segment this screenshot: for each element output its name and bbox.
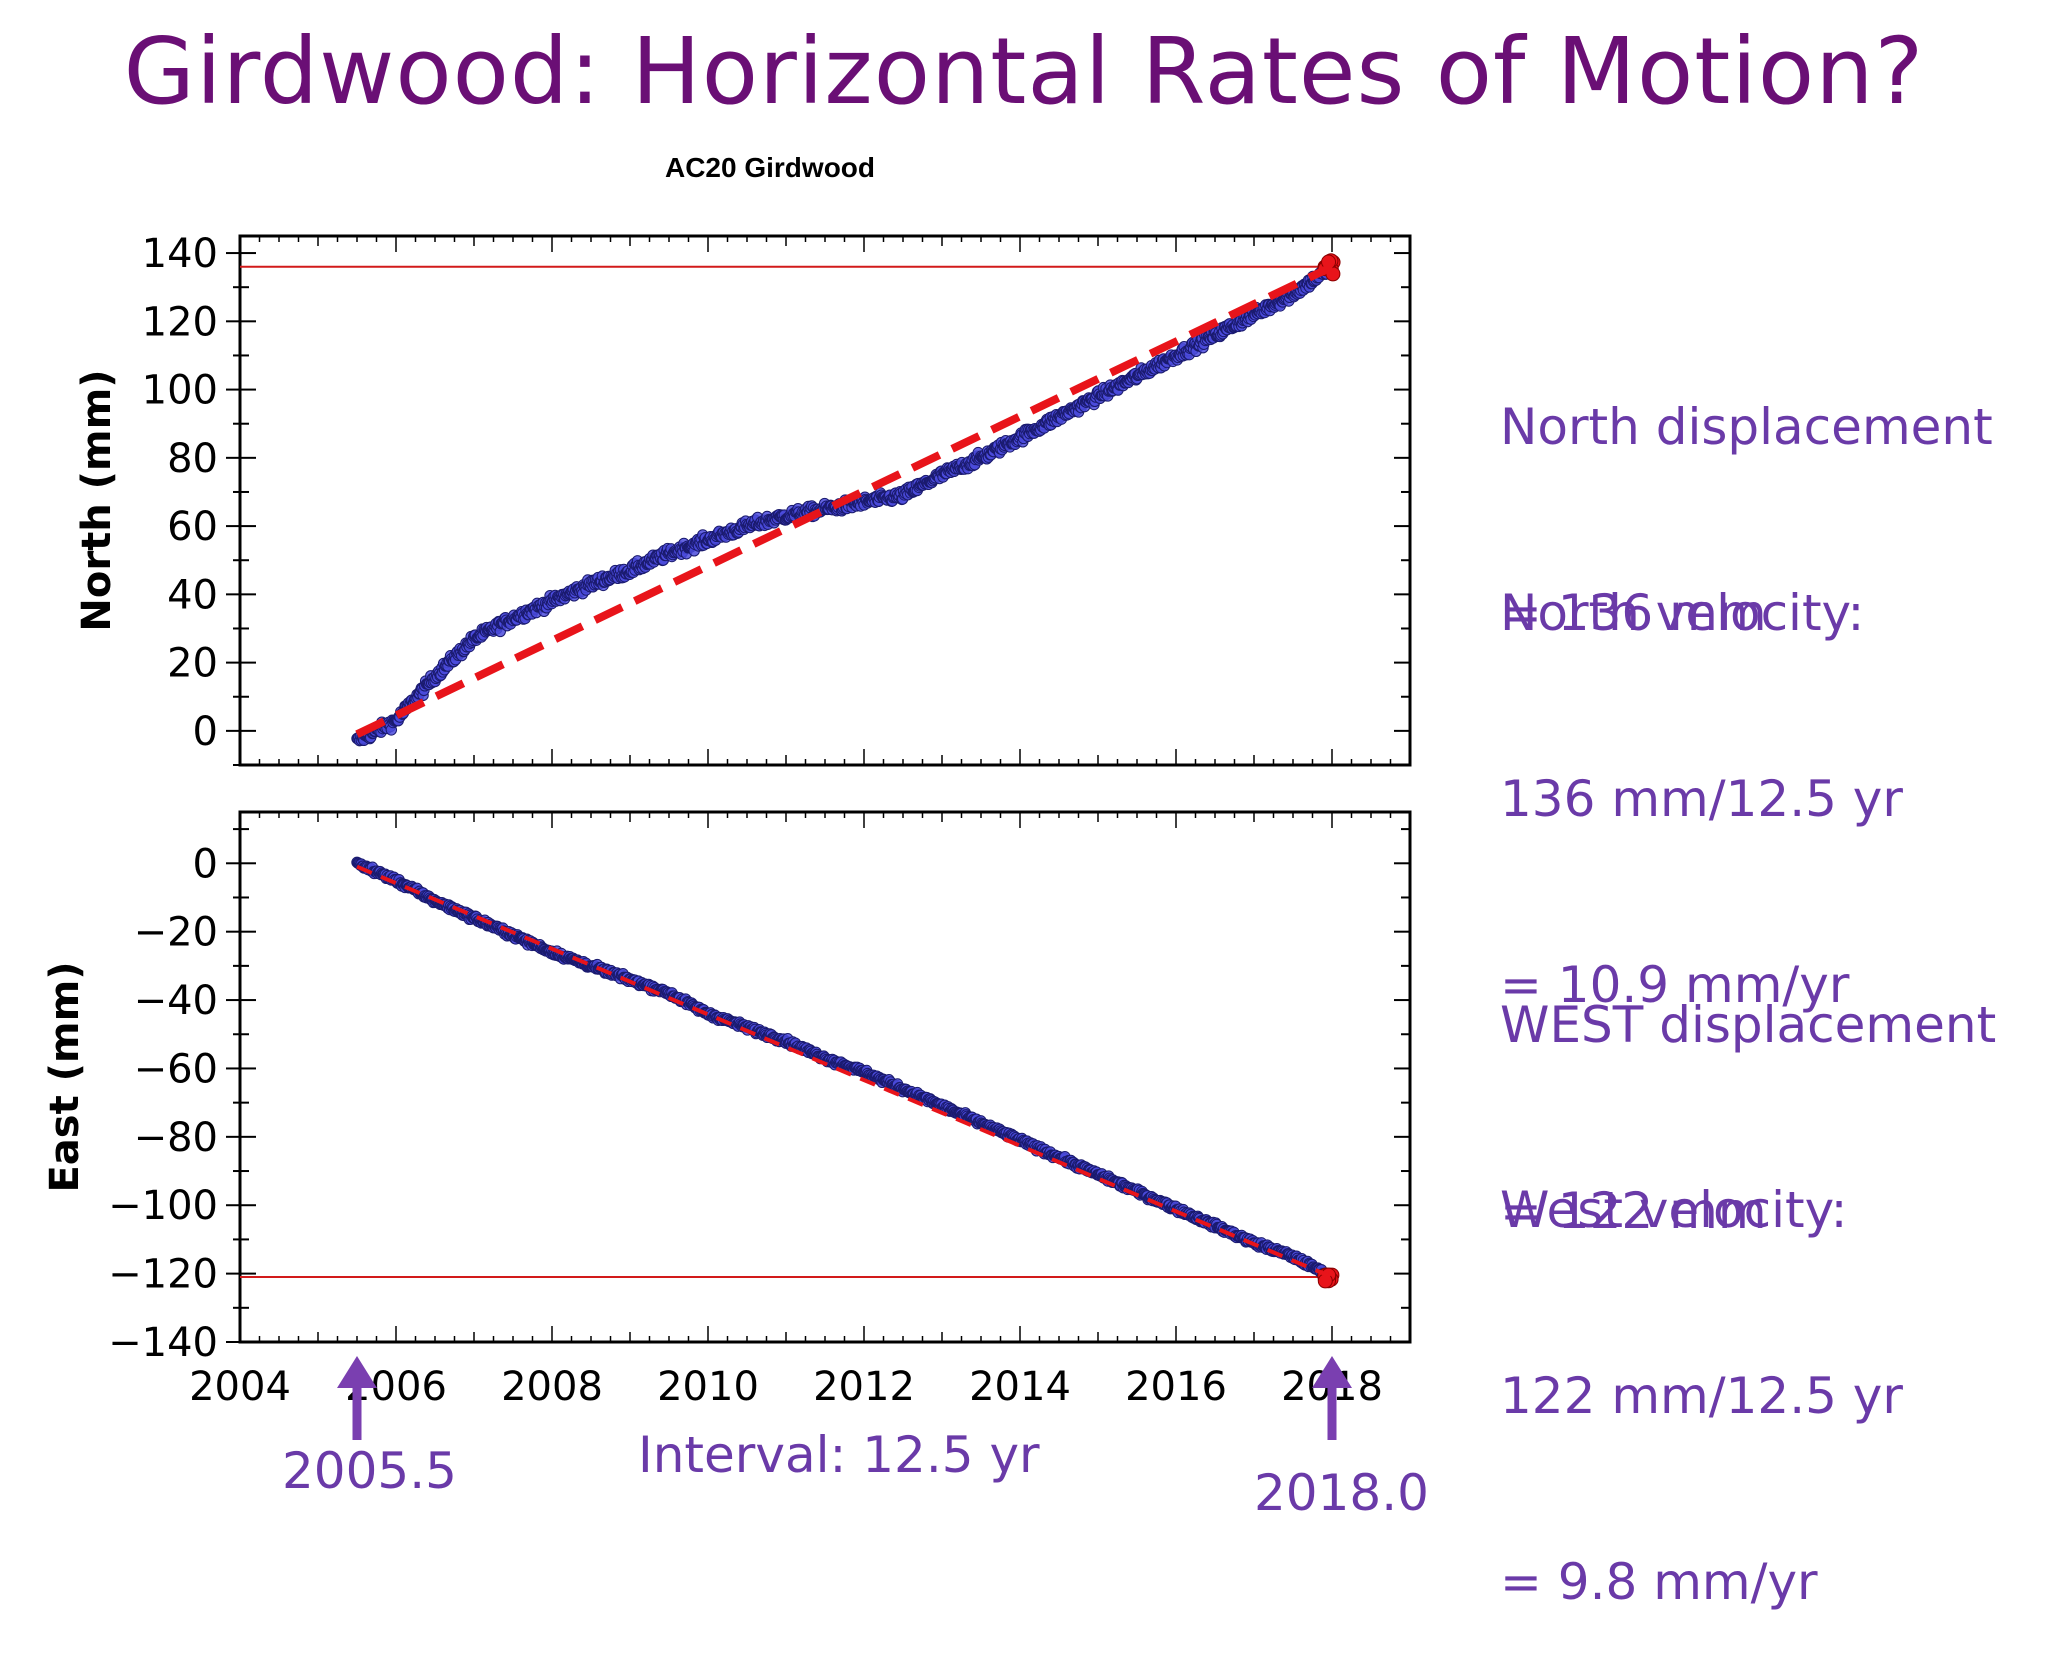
y-tick-label: −60 — [134, 1046, 218, 1092]
west-velocity-line-1: West velocity: — [1500, 1181, 1848, 1239]
y-tick-label: −120 — [108, 1252, 218, 1298]
y-tick-label: 120 — [142, 299, 218, 345]
y-tick-label: 0 — [193, 709, 218, 755]
y-tick-label: 0 — [193, 841, 218, 887]
start-arrow — [337, 1356, 377, 1440]
slide-title: Girdwood: Horizontal Rates of Motion? — [123, 18, 1925, 125]
north-displacement-line-1: North displacement — [1500, 398, 1993, 456]
north-velocity-note: North velocity: 136 mm/12.5 yr = 10.9 mm… — [1500, 458, 1903, 1078]
y-axis-label: North (mm) — [74, 369, 120, 631]
arrow-head — [1312, 1356, 1352, 1388]
start-date-label: 2005.5 — [282, 1442, 457, 1500]
end-arrow — [1312, 1356, 1352, 1440]
north-velocity-line-2: 136 mm/12.5 yr — [1500, 770, 1903, 828]
end-date-label: 2018.0 — [1254, 1464, 1429, 1522]
linear-fit-line — [356, 864, 1333, 1279]
north-velocity-line-1: North velocity: — [1500, 584, 1865, 642]
north-velocity-line-3: = 10.9 mm/yr — [1500, 956, 1850, 1014]
west-velocity-note: West velocity: 122 mm/12.5 yr = 9.8 mm/y… — [1500, 1055, 1903, 1675]
west-displacement-note: WEST displacement = 122 mm — [1500, 870, 1996, 1304]
y-axis-label: East (mm) — [42, 961, 88, 1192]
north-displacement-note: North displacement = 136 mm — [1500, 272, 1993, 706]
station-title: AC20 Girdwood — [665, 152, 875, 183]
y-tick-label: −100 — [108, 1183, 218, 1229]
north-panel: 0 20 40 60 80 100 120 140 North (mm) — [74, 231, 1412, 767]
y-tick-label: 100 — [142, 368, 218, 414]
west-velocity-line-2: 122 mm/12.5 yr — [1500, 1367, 1903, 1425]
x-tick-label: 2004 — [189, 1364, 291, 1410]
x-tick-label: 2010 — [657, 1364, 759, 1410]
y-tick-label: −140 — [108, 1320, 218, 1366]
annotation-layer — [337, 1356, 1352, 1440]
gps-time-series-figure: AC20 Girdwood 0 20 40 60 80 100 120 140 North (m… — [42, 152, 1412, 1440]
x-tick-label: 2016 — [1125, 1364, 1227, 1410]
y-tick-label: −40 — [134, 978, 218, 1024]
west-displacement-line-2: = 122 mm — [1500, 1182, 1767, 1240]
y-tick-label: 140 — [142, 231, 218, 277]
x-tick-label: 2008 — [501, 1364, 603, 1410]
y-tick-label: −20 — [134, 910, 218, 956]
x-tick-label: 2012 — [813, 1364, 915, 1410]
arrow-head — [337, 1356, 377, 1388]
west-displacement-line-1: WEST displacement — [1500, 996, 1997, 1054]
interval-label: Interval: 12.5 yr — [638, 1426, 1040, 1484]
y-tick-label: 60 — [167, 504, 218, 550]
y-tick-label: 20 — [167, 641, 218, 687]
x-tick-label: 2014 — [969, 1364, 1071, 1410]
y-tick-label: 80 — [167, 436, 218, 482]
y-tick-label: −80 — [134, 1115, 218, 1161]
north-displacement-line-2: = 136 mm — [1500, 584, 1767, 642]
west-velocity-line-3: = 9.8 mm/yr — [1500, 1553, 1818, 1611]
linear-fit-line — [355, 263, 1334, 738]
y-tick-label: 40 — [167, 572, 218, 618]
